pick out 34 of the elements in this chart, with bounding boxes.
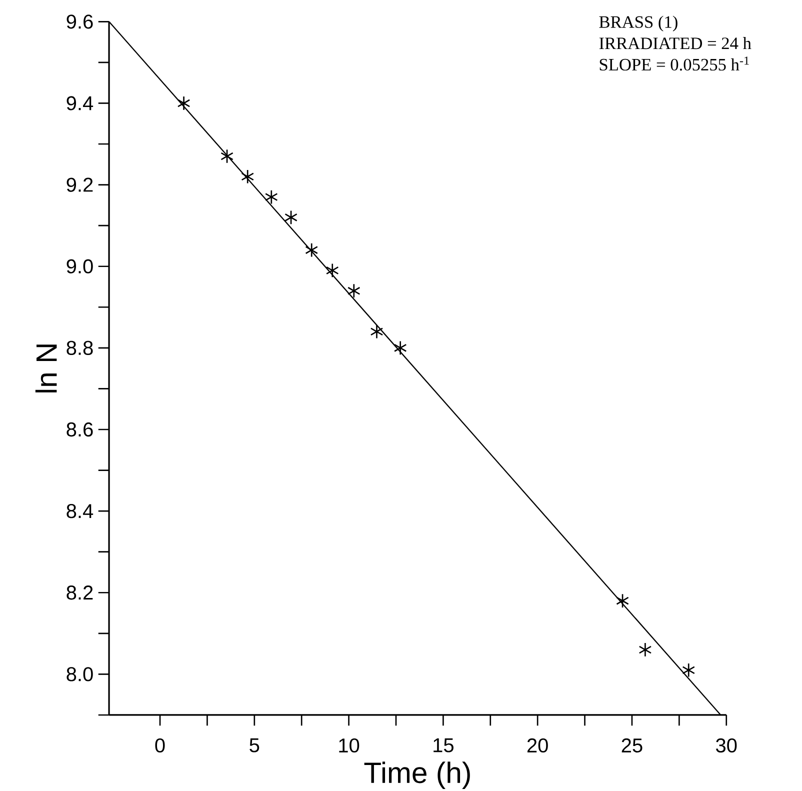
x-tick-label: 20 bbox=[527, 738, 548, 753]
point bbox=[305, 242, 318, 258]
point bbox=[638, 642, 652, 658]
y-tick-label: 9.4 bbox=[66, 96, 94, 110]
point bbox=[264, 190, 278, 204]
point bbox=[284, 210, 298, 225]
x-tick-label: 5 bbox=[250, 738, 260, 752]
point bbox=[220, 148, 234, 164]
y-axis-title: ln N bbox=[35, 344, 57, 392]
annotation: SLOPE = 0.05255 h$^{-1}$ bbox=[600, 56, 749, 71]
point bbox=[616, 593, 629, 608]
y-tick-label: 9.2 bbox=[66, 178, 93, 192]
x-tick-label: 10 bbox=[339, 738, 360, 753]
point bbox=[326, 263, 339, 278]
x-tick-label: 15 bbox=[434, 738, 454, 752]
point bbox=[241, 169, 254, 184]
x-axis-title: Time (h) bbox=[364, 762, 470, 789]
annotation: IRRADIATED = 24 h bbox=[599, 37, 752, 50]
y-tick-label: 8.6 bbox=[66, 422, 93, 437]
y-tick-label: 8.4 bbox=[66, 504, 94, 518]
point bbox=[394, 340, 407, 356]
point bbox=[370, 324, 384, 339]
x-tick-label: 25 bbox=[622, 738, 642, 753]
x-tick-label: 0 bbox=[155, 738, 165, 753]
point bbox=[347, 283, 360, 298]
point bbox=[682, 662, 696, 678]
annotation: BRASS (1) bbox=[599, 16, 678, 32]
y-tick-label: 8.2 bbox=[66, 586, 93, 600]
y-tick-label: 9.0 bbox=[66, 259, 93, 274]
y-tick-label: 8.0 bbox=[66, 667, 93, 682]
y-tick-label: 9.6 bbox=[66, 14, 93, 29]
point bbox=[177, 96, 190, 111]
y-tick-label: 8.8 bbox=[66, 340, 93, 355]
x-tick-label: 30 bbox=[716, 738, 737, 753]
